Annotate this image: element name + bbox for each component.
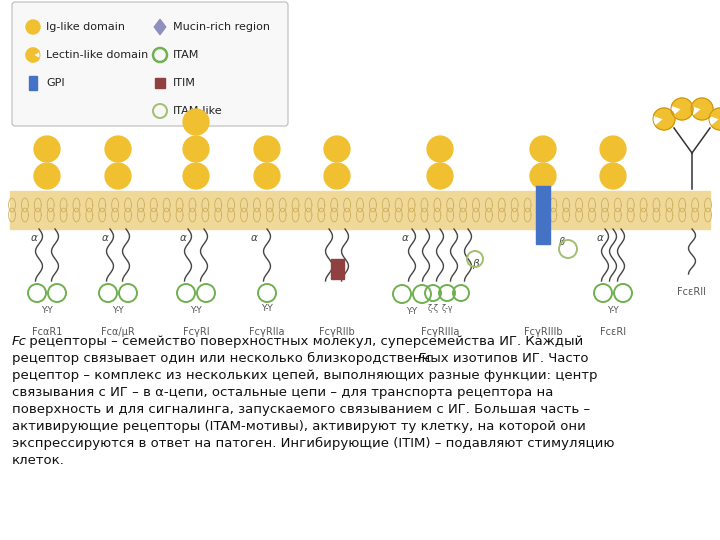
Circle shape bbox=[600, 136, 626, 162]
Text: FcγRIIa: FcγRIIa bbox=[249, 327, 284, 337]
Text: ζ-ζ: ζ-ζ bbox=[428, 304, 438, 313]
Text: рецептор связывает один или несколько близкородственных изотипов ИГ. Часто: рецептор связывает один или несколько бл… bbox=[12, 352, 593, 365]
Text: β: β bbox=[472, 259, 478, 269]
Text: экспрессируются в ответ на патоген. Ингибирующие (ITIM) – подавляют стимуляцию: экспрессируются в ответ на патоген. Инги… bbox=[12, 437, 614, 450]
Text: α: α bbox=[30, 233, 37, 243]
Text: α: α bbox=[179, 233, 186, 243]
Polygon shape bbox=[154, 19, 166, 35]
Text: рецепторы – семейство поверхностных молекул, суперсемейства ИГ. Каждый: рецепторы – семейство поверхностных моле… bbox=[25, 335, 583, 348]
Wedge shape bbox=[654, 108, 675, 130]
Wedge shape bbox=[672, 98, 693, 120]
Wedge shape bbox=[692, 98, 713, 120]
Text: β: β bbox=[558, 237, 564, 247]
Bar bbox=[155, 78, 165, 88]
Circle shape bbox=[26, 20, 40, 34]
Circle shape bbox=[34, 136, 60, 162]
Text: Ig-like domain: Ig-like domain bbox=[46, 22, 125, 32]
Text: α: α bbox=[597, 233, 603, 243]
Text: активирующие рецепторы (ITAM-мотивы), активируют ту клетку, на которой они: активирующие рецепторы (ITAM-мотивы), ак… bbox=[12, 420, 586, 433]
Bar bbox=[330, 259, 343, 279]
Circle shape bbox=[34, 163, 60, 189]
Text: FcεRI: FcεRI bbox=[600, 327, 626, 337]
Circle shape bbox=[183, 163, 209, 189]
Circle shape bbox=[105, 136, 131, 162]
Circle shape bbox=[183, 136, 209, 162]
Text: Y-Y: Y-Y bbox=[407, 307, 418, 316]
FancyBboxPatch shape bbox=[12, 2, 288, 126]
Text: Lectin-like domain: Lectin-like domain bbox=[46, 50, 148, 60]
Text: ITAM: ITAM bbox=[173, 50, 199, 60]
Circle shape bbox=[427, 163, 453, 189]
Text: ITAM-like: ITAM-like bbox=[173, 106, 222, 116]
Text: Fc: Fc bbox=[12, 335, 27, 348]
Bar bbox=[10, 191, 710, 229]
Text: рецептор – комплекс из нескольких цепей, выполняющих разные функции: центр: рецептор – комплекс из нескольких цепей,… bbox=[12, 369, 598, 382]
Text: Mucin-rich region: Mucin-rich region bbox=[173, 22, 270, 32]
Text: Fc: Fc bbox=[418, 352, 433, 365]
Text: ζ-γ: ζ-γ bbox=[441, 304, 453, 313]
Text: клеток.: клеток. bbox=[12, 454, 65, 467]
Text: Fcα/μR: Fcα/μR bbox=[101, 327, 135, 337]
Text: связывания с ИГ – в α-цепи, остальные цепи – для транспорта рецептора на: связывания с ИГ – в α-цепи, остальные це… bbox=[12, 386, 554, 399]
Text: FcεRII: FcεRII bbox=[678, 287, 706, 297]
Circle shape bbox=[254, 136, 280, 162]
Bar bbox=[29, 76, 37, 90]
Text: Y-Y: Y-Y bbox=[261, 304, 273, 313]
Text: FcγRI: FcγRI bbox=[183, 327, 210, 337]
Text: поверхность и для сигналинга, запускаемого связыванием с ИГ. Большая часть –: поверхность и для сигналинга, запускаемо… bbox=[12, 403, 590, 416]
Circle shape bbox=[324, 163, 350, 189]
Text: ITIM: ITIM bbox=[173, 78, 196, 88]
Text: Y-Y: Y-Y bbox=[607, 306, 619, 315]
Circle shape bbox=[530, 136, 556, 162]
Circle shape bbox=[105, 163, 131, 189]
Text: α: α bbox=[402, 233, 408, 243]
Text: FcγRIIIb: FcγRIIIb bbox=[523, 327, 562, 337]
Circle shape bbox=[600, 163, 626, 189]
Text: Y-Y: Y-Y bbox=[112, 306, 124, 315]
Wedge shape bbox=[26, 48, 39, 62]
Bar bbox=[536, 186, 550, 244]
Wedge shape bbox=[710, 108, 720, 130]
Circle shape bbox=[183, 109, 209, 135]
Text: Y-Y: Y-Y bbox=[41, 306, 53, 315]
Circle shape bbox=[324, 136, 350, 162]
Text: FcαR1: FcαR1 bbox=[32, 327, 62, 337]
Text: FcγRIIIa: FcγRIIIa bbox=[420, 327, 459, 337]
Circle shape bbox=[427, 136, 453, 162]
Circle shape bbox=[530, 163, 556, 189]
Text: α: α bbox=[102, 233, 109, 243]
Text: FcγRIIb: FcγRIIb bbox=[319, 327, 355, 337]
Text: α: α bbox=[251, 233, 258, 243]
Text: Y-Y: Y-Y bbox=[190, 306, 202, 315]
Text: GPI: GPI bbox=[46, 78, 65, 88]
Circle shape bbox=[254, 163, 280, 189]
